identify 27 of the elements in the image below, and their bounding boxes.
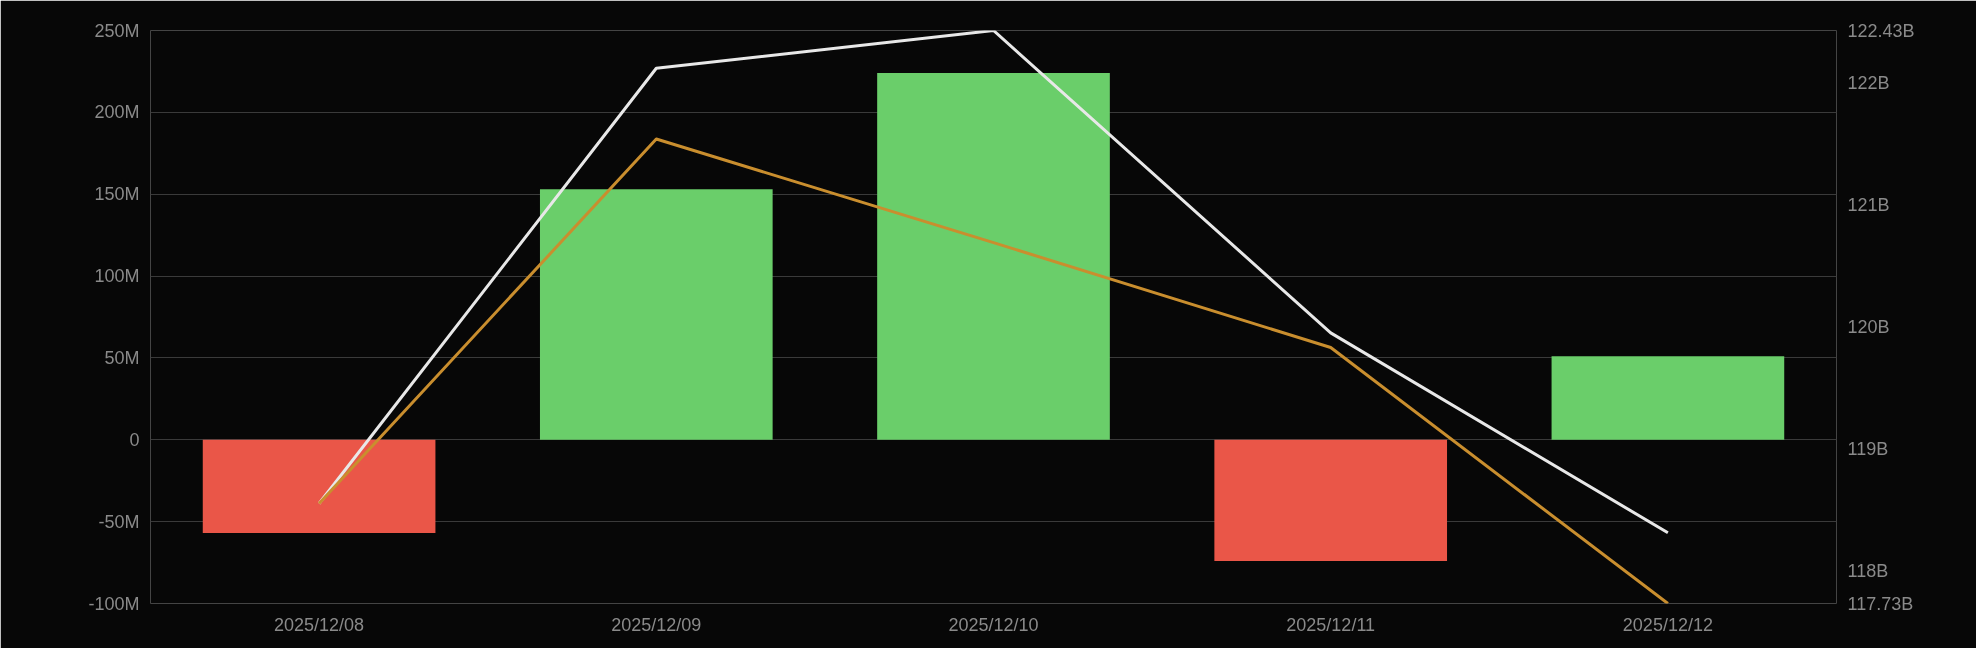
x-tick-label: 2025/12/08 — [274, 614, 365, 635]
y-tick-label: 200M — [94, 102, 140, 123]
x-tick-label: 2025/12/11 — [1286, 614, 1376, 635]
y2-tick-label: 122B — [1847, 72, 1890, 93]
line-series — [317, 137, 1670, 604]
y-tick-label: 50M — [104, 347, 140, 368]
y-tick-label: 0 — [129, 429, 140, 450]
y2-tick-label: 117.73B — [1847, 593, 1914, 614]
bar — [1551, 356, 1785, 440]
y2-tick-label: 122.43B — [1847, 20, 1915, 41]
y-tick-label: 100M — [94, 266, 140, 287]
y2-tick-label: 120B — [1847, 316, 1890, 337]
bar — [877, 73, 1110, 440]
x-tick-label: 2025/12/10 — [948, 614, 1039, 635]
y2-tick-label: 121B — [1847, 194, 1890, 215]
bar — [539, 189, 773, 440]
y2-tick-label: 119B — [1847, 438, 1889, 459]
y-tick-label: 250M — [94, 20, 140, 41]
y-tick-label: 150M — [94, 184, 140, 205]
bar — [1214, 439, 1448, 561]
x-tick-label: 2025/12/12 — [1622, 614, 1713, 635]
line-series — [317, 30, 1670, 535]
y2-tick-label: 118B — [1847, 560, 1889, 581]
x-tick-label: 2025/12/09 — [611, 614, 702, 635]
bar — [202, 439, 436, 534]
y-tick-label: -50M — [98, 511, 140, 532]
y-tick-label: -100M — [88, 593, 140, 614]
